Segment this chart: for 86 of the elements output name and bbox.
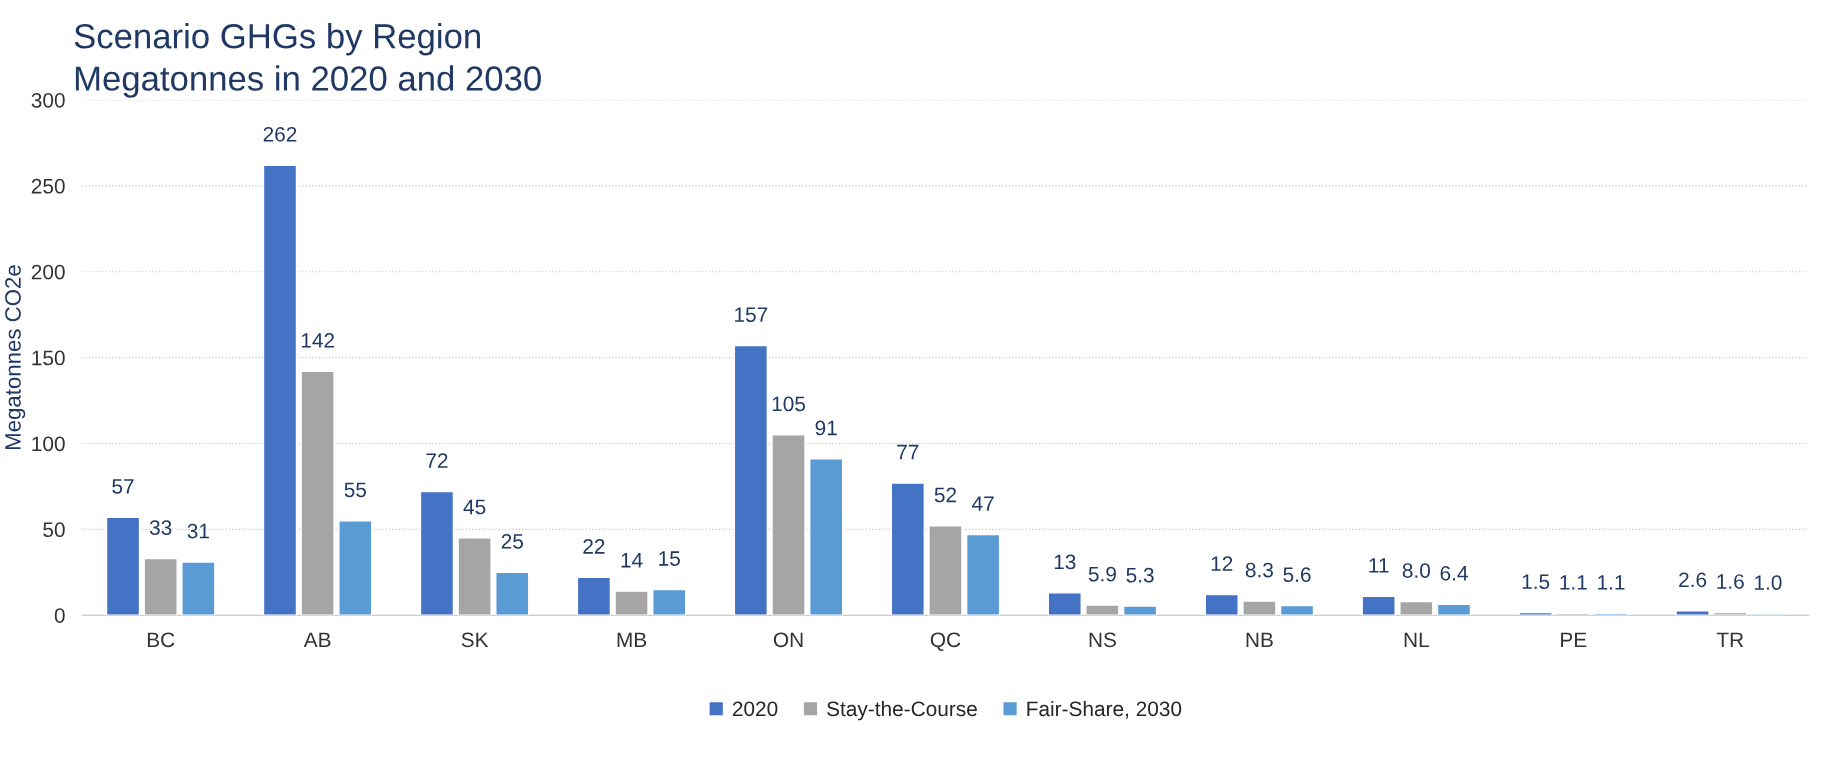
- bar: [1085, 604, 1120, 616]
- x-tick-label: NB: [1246, 632, 1273, 647]
- bar: [1436, 603, 1472, 616]
- bar: [300, 370, 335, 616]
- x-tick-label: SK: [461, 632, 489, 648]
- bar: [143, 557, 178, 616]
- x-tick-label: QC: [930, 632, 961, 651]
- x-tick-label: NL: [1404, 632, 1429, 647]
- data-label: 262: [263, 126, 297, 142]
- bar: [733, 344, 769, 616]
- data-label: 31: [187, 523, 209, 539]
- bar: [771, 434, 806, 616]
- data-label: 72: [426, 453, 448, 468]
- data-label: 1.6: [1717, 574, 1744, 589]
- y-tick-label: 50: [43, 522, 65, 538]
- x-tick-label: NS: [1089, 632, 1116, 648]
- y-tick-label: 100: [32, 436, 65, 452]
- y-tick-label: 150: [32, 350, 65, 366]
- data-label: 2.6: [1679, 572, 1707, 588]
- bar: [457, 537, 492, 616]
- bar: [890, 482, 925, 616]
- data-label: 105: [772, 396, 806, 412]
- data-label: 1.0: [1755, 575, 1782, 590]
- bar: [965, 533, 1001, 616]
- x-tick-label: ON: [773, 632, 803, 648]
- data-label: 12: [1211, 556, 1233, 571]
- legend-label: Stay-the-Course: [827, 700, 977, 721]
- data-label: 33: [149, 520, 172, 535]
- data-label: 47: [972, 496, 994, 511]
- bar: [809, 458, 844, 616]
- data-label: 11: [1369, 558, 1389, 573]
- bar: [1204, 593, 1239, 616]
- y-tick-label: 200: [31, 264, 65, 280]
- x-tick-label: PE: [1561, 632, 1587, 647]
- data-label: 142: [301, 333, 334, 348]
- data-label: 13: [1054, 554, 1076, 570]
- bar: [1399, 600, 1434, 616]
- data-label: 22: [583, 539, 605, 554]
- data-label: 1.5: [1522, 574, 1550, 590]
- x-tick-label: MB: [617, 632, 647, 647]
- bar: [1242, 600, 1277, 616]
- data-label: 57: [112, 479, 134, 494]
- data-label: 52: [934, 487, 957, 503]
- x-tick-label: TR: [1716, 632, 1744, 647]
- data-label: 77: [897, 444, 919, 460]
- data-label: 5.6: [1283, 567, 1311, 583]
- bar: [576, 576, 612, 616]
- bar: [262, 164, 298, 616]
- bar: [105, 516, 141, 616]
- bar: [1518, 611, 1553, 616]
- y-tick-label: 250: [31, 178, 65, 194]
- x-tick-label: AB: [303, 632, 331, 647]
- data-label: 14: [621, 553, 643, 568]
- data-label: 45: [463, 499, 486, 515]
- bar: [614, 590, 649, 616]
- y-axis-title: Megatonnes CO2e: [5, 265, 26, 450]
- y-tick-label: 300: [31, 92, 65, 108]
- data-label: 91: [815, 420, 837, 436]
- data-label: 157: [735, 307, 768, 322]
- bar: [181, 561, 216, 616]
- chart-subtitle: Megatonnes in 2020 and 2030: [75, 65, 541, 98]
- bar: [1675, 610, 1710, 616]
- y-tick-label: 0: [54, 608, 65, 623]
- bar: [928, 525, 963, 616]
- bar: [1122, 605, 1158, 616]
- legend-label: Fair-Share, 2030: [1027, 700, 1182, 719]
- data-label: 8.3: [1245, 562, 1273, 578]
- data-label: 55: [344, 482, 367, 498]
- bar: [1279, 604, 1315, 616]
- bar: [495, 571, 530, 616]
- data-label: 15: [659, 551, 680, 566]
- data-label: 6.4: [1440, 565, 1468, 581]
- x-tick-label: BC: [147, 632, 175, 648]
- legend-label: 2020: [732, 701, 778, 717]
- data-label: 5.9: [1088, 566, 1116, 582]
- chart-title: Scenario GHGs by Region: [74, 23, 480, 56]
- data-label: 25: [501, 533, 523, 549]
- data-label: 1.1: [1560, 575, 1587, 590]
- bar: [652, 588, 687, 616]
- bar: [419, 490, 455, 616]
- bar: [338, 520, 373, 616]
- bar: [1361, 595, 1396, 616]
- data-label: 1.1: [1598, 575, 1625, 590]
- data-label: 8.0: [1402, 563, 1431, 578]
- data-label: 5.3: [1126, 567, 1154, 583]
- bar: [1047, 592, 1082, 616]
